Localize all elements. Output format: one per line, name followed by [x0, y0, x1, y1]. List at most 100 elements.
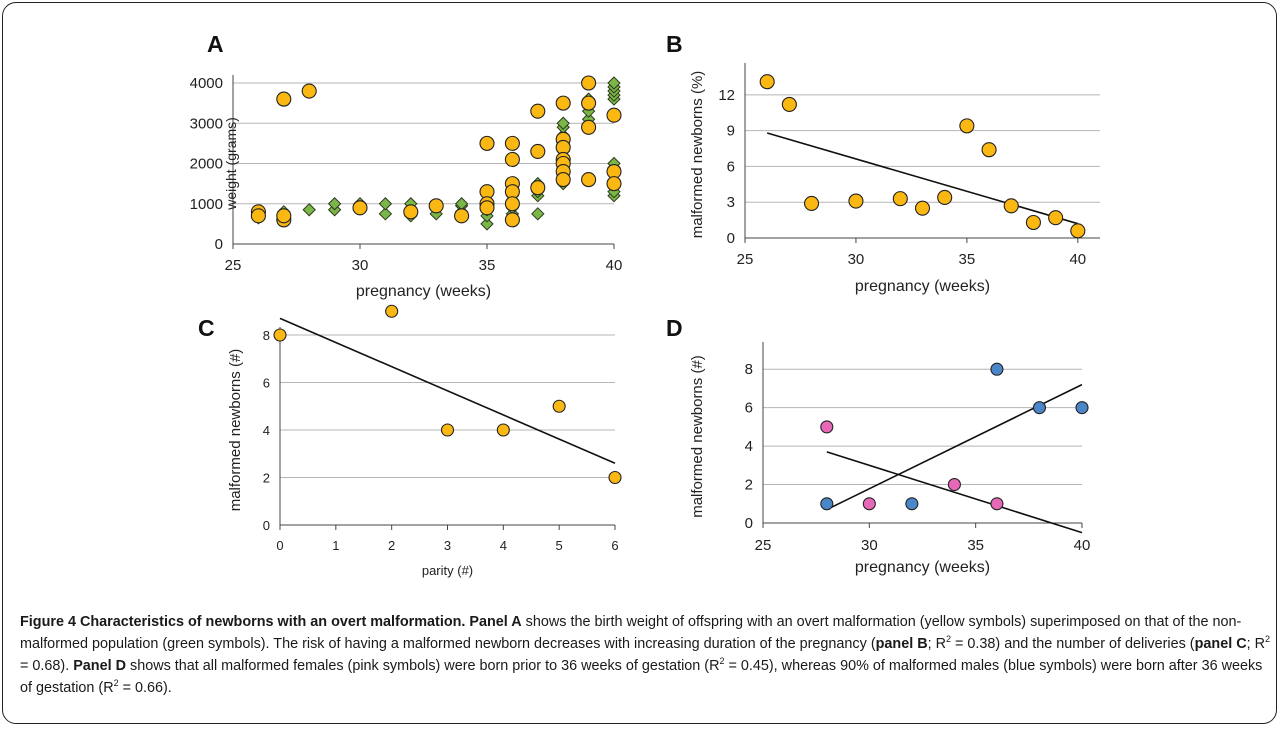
data-point-b-yellow: [981, 142, 997, 158]
y-tick-label-b: 0: [727, 230, 735, 247]
y-axis-title-d: malformed newborns (#): [689, 355, 706, 518]
data-point-a-green: [378, 197, 393, 211]
data-point-d-pink: [862, 497, 876, 511]
y-tick-label-b: 9: [727, 123, 735, 140]
caption-body: Panel A shows the birth weight of offspr…: [20, 614, 1270, 696]
y-tick-label-d: 6: [745, 400, 753, 417]
panel-label-a: A: [207, 31, 224, 57]
data-point-c-yellow: [608, 470, 622, 485]
caption-fragment: ; R: [1246, 636, 1265, 652]
data-point-d-blue: [820, 497, 834, 511]
x-tick-label-b: 35: [959, 251, 976, 268]
data-point-a-green: [327, 197, 342, 211]
x-tick-label-d: 30: [861, 537, 878, 554]
caption-fragment: panel B: [875, 636, 928, 652]
data-point-c-yellow: [440, 423, 455, 437]
data-point-a-green: [302, 203, 316, 217]
data-point-a-yellow: [352, 200, 368, 216]
data-point-d-pink: [820, 420, 834, 434]
data-point-a-yellow: [530, 143, 546, 159]
data-point-a-yellow: [276, 91, 292, 107]
data-point-a-yellow: [581, 172, 597, 188]
trendline-c: [279, 317, 616, 464]
panel-label-b: B: [666, 31, 683, 57]
data-point-b-yellow: [914, 200, 931, 216]
data-point-d-pink: [990, 497, 1004, 511]
data-point-a-yellow: [479, 200, 495, 216]
x-tick-label-c: 0: [276, 538, 283, 553]
data-point-b-yellow: [781, 96, 797, 112]
data-point-b-yellow: [804, 195, 820, 211]
y-tick-label-d: 4: [745, 438, 753, 455]
data-point-a-yellow: [504, 196, 520, 212]
y-tick-label-c: 0: [263, 518, 270, 533]
y-tick-label-b: 12: [718, 87, 735, 104]
caption-fragment: Panel A: [469, 614, 522, 630]
caption-fragment: = 0.68).: [20, 658, 74, 674]
y-tick-label-c: 6: [263, 376, 270, 391]
caption-fragment: = 0.38) and the number of deliveries (: [951, 636, 1195, 652]
y-tick-label-c: 8: [263, 328, 270, 343]
figure-caption: Figure 4 Characteristics of newborns wit…: [20, 611, 1270, 699]
data-point-d-blue: [1075, 401, 1089, 415]
data-point-a-yellow: [581, 95, 597, 111]
data-point-a-yellow: [504, 212, 520, 228]
y-tick-label-a: 2000: [190, 156, 223, 173]
data-point-d-blue: [1032, 401, 1047, 415]
data-point-a-yellow: [403, 204, 419, 220]
data-point-a-green: [480, 217, 494, 231]
data-point-d-blue: [990, 362, 1004, 376]
data-point-b-yellow: [759, 74, 775, 90]
caption-fragment: 2: [113, 678, 119, 689]
data-point-a-yellow: [606, 176, 622, 192]
data-point-b-yellow: [937, 189, 953, 205]
data-point-a-yellow: [530, 103, 546, 119]
y-tick-label-a: 3000: [190, 115, 223, 132]
x-tick-label-d: 40: [1074, 537, 1091, 554]
y-tick-label-d: 0: [745, 515, 753, 532]
trendline-d: [826, 451, 1083, 534]
x-tick-label-a: 40: [606, 257, 623, 274]
x-axis-title-c: parity (#): [422, 563, 473, 578]
y-tick-label-b: 3: [727, 194, 735, 211]
data-point-a-yellow: [581, 75, 597, 91]
data-point-c-yellow: [496, 423, 510, 437]
caption-fragment: shows the birth weight of offspring with…: [20, 614, 1242, 652]
x-tick-label-c: 6: [611, 538, 618, 553]
y-tick-label-a: 4000: [190, 75, 223, 92]
data-point-c-yellow: [552, 399, 566, 413]
x-tick-label-a: 30: [352, 257, 369, 274]
y-tick-label-b: 6: [727, 158, 735, 175]
data-point-a-yellow: [504, 151, 520, 168]
data-point-a-yellow: [555, 172, 571, 188]
data-point-a-green: [607, 76, 621, 90]
y-tick-label-d: 8: [745, 361, 753, 378]
caption-fragment: shows that all malformed females (pink s…: [126, 658, 720, 674]
x-tick-label-b: 30: [848, 251, 865, 268]
data-point-d-blue: [905, 497, 919, 511]
y-tick-label-c: 2: [263, 471, 270, 486]
data-point-a-yellow: [301, 83, 317, 99]
data-point-a-yellow: [581, 119, 597, 135]
data-point-a-yellow: [250, 208, 266, 224]
data-point-a-yellow: [504, 135, 520, 151]
caption-fragment: = 0.45), whereas 90% of malformed males …: [20, 658, 1263, 696]
data-point-a-yellow: [606, 107, 622, 123]
x-axis-title-d: pregnancy (weeks): [855, 559, 990, 576]
x-tick-label-a: 35: [479, 257, 496, 274]
y-tick-label-c: 4: [263, 423, 270, 438]
data-point-b-yellow: [1070, 223, 1086, 239]
y-tick-label-a: 1000: [190, 196, 223, 213]
data-point-a-green: [556, 116, 570, 130]
data-point-a-yellow: [555, 95, 571, 111]
data-point-c-yellow: [385, 304, 399, 318]
y-tick-label-d: 2: [745, 477, 753, 494]
caption-fragment: panel C: [1194, 636, 1247, 652]
x-tick-label-c: 2: [388, 538, 395, 553]
data-point-b-yellow: [848, 193, 864, 209]
x-tick-label-c: 3: [444, 538, 451, 553]
caption-fragment: 2: [946, 634, 952, 645]
x-axis-title-a: pregnancy (weeks): [356, 283, 491, 300]
